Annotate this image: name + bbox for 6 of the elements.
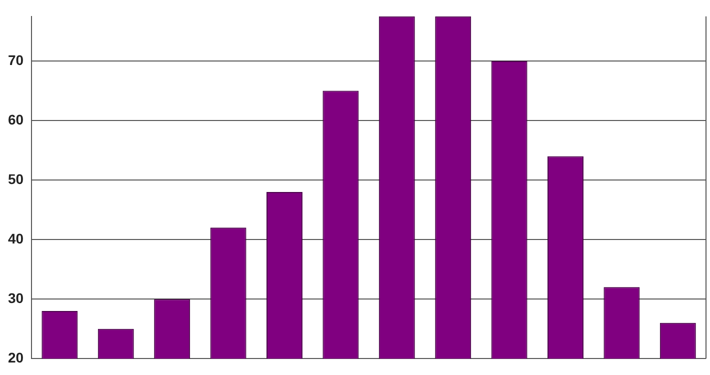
y-tick-label: 30 [8, 290, 24, 306]
y-tick-label: 70 [8, 52, 24, 68]
y-tick-label: 50 [8, 170, 24, 187]
y-tick-label: 40 [8, 230, 24, 246]
y-tick-label: 60 [8, 111, 24, 128]
y-tick-label: 20 [8, 349, 24, 366]
